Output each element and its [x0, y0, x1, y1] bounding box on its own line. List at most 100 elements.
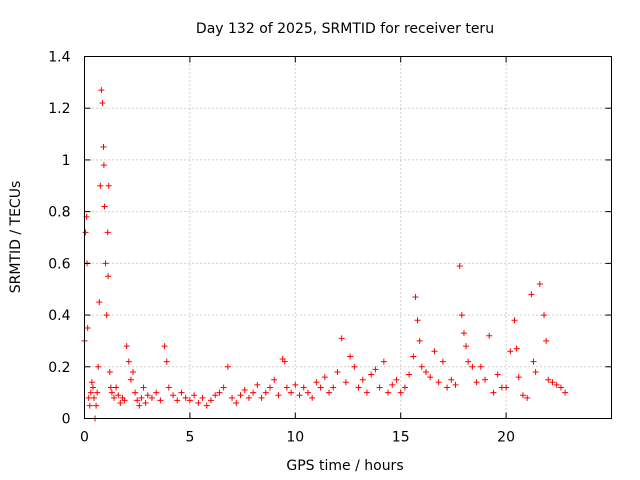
data-point	[414, 317, 421, 324]
data-point	[482, 376, 489, 383]
data-point	[108, 389, 115, 396]
data-point	[174, 397, 181, 404]
data-point	[258, 394, 265, 401]
y-tick-label: 0.8	[48, 205, 70, 221]
data-point	[115, 392, 122, 399]
y-tick-label: 1.2	[48, 101, 70, 117]
data-point	[90, 394, 97, 401]
data-point	[412, 293, 419, 300]
data-point	[376, 384, 383, 391]
data-point	[99, 100, 106, 107]
data-point	[103, 312, 110, 319]
data-point	[161, 343, 168, 350]
data-point	[102, 260, 109, 267]
data-point	[275, 392, 282, 399]
data-point	[86, 402, 93, 409]
data-point	[94, 389, 101, 396]
data-point	[469, 363, 476, 370]
data-point	[431, 348, 438, 355]
data-point	[490, 389, 497, 396]
data-point	[250, 389, 257, 396]
data-point	[439, 358, 446, 365]
data-point	[465, 358, 472, 365]
data-point	[138, 394, 145, 401]
data-point	[178, 389, 185, 396]
data-point	[140, 384, 147, 391]
y-axis-label: SRMTID / TECUs	[8, 181, 24, 294]
data-point	[380, 358, 387, 365]
data-point	[199, 394, 206, 401]
data-point	[515, 374, 522, 381]
data-point	[129, 368, 136, 375]
data-point	[549, 379, 556, 386]
data-point	[186, 397, 193, 404]
data-point	[460, 330, 467, 337]
data-point	[212, 392, 219, 399]
data-point	[321, 374, 328, 381]
data-point	[262, 389, 269, 396]
y-tick-label: 0.4	[48, 308, 70, 324]
data-point	[148, 394, 155, 401]
data-point	[330, 384, 337, 391]
y-tick-label: 0.6	[48, 256, 70, 272]
data-point	[89, 384, 96, 391]
data-point	[125, 358, 132, 365]
x-tick-label: 15	[392, 430, 410, 446]
data-point	[85, 394, 92, 401]
data-point	[100, 144, 107, 150]
data-point	[347, 353, 354, 360]
data-point	[165, 384, 172, 391]
data-point	[473, 379, 480, 386]
data-point	[104, 229, 111, 236]
data-point	[427, 374, 434, 381]
x-tick-labels: 0 5 10 15 20	[80, 430, 515, 446]
data-point	[528, 291, 535, 298]
data-point	[519, 392, 526, 399]
data-point	[207, 397, 214, 404]
data-point	[292, 381, 299, 388]
data-point	[220, 384, 227, 391]
data-point	[368, 371, 375, 378]
data-point	[562, 389, 569, 396]
chart-title: Day 132 of 2025, SRMTID for receiver ter…	[196, 21, 494, 37]
data-point	[397, 389, 404, 396]
data-point	[355, 384, 362, 391]
x-tick-label: 20	[497, 430, 515, 446]
data-point	[288, 389, 295, 396]
data-point	[406, 371, 413, 378]
data-point	[267, 384, 274, 391]
data-point	[486, 332, 493, 339]
data-point	[281, 358, 288, 365]
data-point	[87, 389, 94, 396]
data-point	[203, 402, 210, 409]
data-point	[304, 389, 311, 396]
data-point	[224, 363, 231, 370]
data-point	[113, 384, 120, 391]
data-point	[393, 376, 400, 383]
data-point	[229, 394, 236, 401]
data-point	[153, 389, 160, 396]
data-point	[513, 345, 520, 352]
data-point	[338, 335, 345, 342]
data-point	[98, 87, 105, 94]
data-point	[532, 368, 539, 375]
data-point	[111, 394, 118, 401]
data-point	[410, 353, 417, 360]
axis-ticks	[84, 56, 612, 419]
data-point	[237, 392, 244, 399]
data-point	[372, 366, 379, 373]
data-point	[536, 281, 543, 288]
data-point	[271, 376, 278, 383]
data-point	[494, 371, 501, 378]
data-point	[245, 394, 252, 401]
y-tick-labels: 0 0.2 0.4 0.6 0.8 1 1.2 1.4	[48, 50, 70, 428]
data-point	[127, 376, 134, 383]
data-point	[342, 379, 349, 386]
y-tick-label: 0	[62, 412, 71, 428]
data-point	[82, 229, 89, 236]
data-point	[100, 162, 107, 169]
data-point	[157, 397, 164, 404]
data-point	[105, 273, 112, 280]
data-point	[503, 384, 510, 391]
